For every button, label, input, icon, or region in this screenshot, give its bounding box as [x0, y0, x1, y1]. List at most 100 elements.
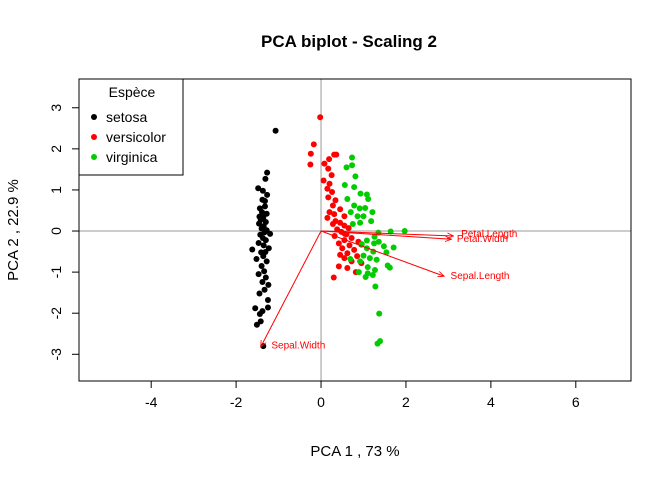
plot-area: Sepal.Length Sepal.Width Petal.LengthPetal…: [48, 78, 632, 410]
data-point-setosa: [259, 209, 266, 216]
data-point-versicolor: [329, 221, 336, 228]
legend: Espèce setosa versicolor virginica: [78, 78, 184, 176]
data-point-versicolor: [341, 213, 348, 220]
loading-label-sepal-width: Sepal.Width: [271, 340, 325, 351]
data-point-virginica: [371, 233, 378, 240]
data-point-versicolor: [345, 225, 352, 232]
y-tick-label: -2: [48, 307, 64, 320]
legend-marker-setosa: [91, 114, 97, 120]
data-point-virginica: [363, 237, 370, 244]
data-point-virginica: [349, 162, 356, 169]
data-point-setosa: [249, 246, 256, 253]
data-point-versicolor: [337, 219, 344, 226]
data-point-virginica: [372, 283, 379, 290]
data-point-versicolor: [337, 206, 344, 213]
data-point-virginica: [390, 244, 397, 251]
y-tick-label: -1: [48, 266, 64, 279]
data-point-versicolor: [335, 240, 342, 247]
data-point-versicolor: [329, 202, 336, 209]
data-point-virginica: [369, 271, 376, 278]
data-point-setosa: [262, 274, 269, 281]
data-point-virginica: [355, 269, 362, 276]
data-point-setosa: [256, 213, 263, 220]
data-point-setosa: [259, 308, 266, 315]
data-point-setosa: [253, 255, 260, 262]
chart-title: PCA biplot - Scaling 2: [261, 32, 437, 51]
data-point-setosa: [261, 286, 268, 293]
loading-label-sepal-length: Sepal.Length: [451, 271, 510, 282]
data-point-setosa: [261, 203, 268, 210]
data-point-versicolor: [321, 160, 328, 167]
data-point-versicolor: [310, 141, 317, 148]
data-point-virginica: [366, 255, 373, 262]
legend-label-virginica: virginica: [106, 149, 158, 165]
data-point-versicolor: [324, 214, 331, 221]
data-point-versicolor: [326, 180, 333, 187]
data-point-versicolor: [330, 274, 337, 281]
data-point-virginica: [375, 238, 382, 245]
data-point-setosa: [263, 258, 270, 265]
y-tick-label: -3: [48, 348, 64, 361]
data-point-setosa: [262, 175, 269, 182]
legend-label-versicolor: versicolor: [106, 129, 166, 145]
data-point-setosa: [259, 278, 266, 285]
data-point-setosa: [264, 169, 271, 176]
data-point-virginica: [387, 228, 394, 235]
data-point-setosa: [256, 290, 263, 297]
data-point-virginica: [356, 205, 363, 212]
data-point-setosa: [260, 242, 267, 249]
y-tick-label: 0: [48, 227, 64, 235]
data-point-virginica: [380, 243, 387, 250]
legend-box: [78, 78, 184, 176]
data-point-virginica: [352, 173, 359, 180]
data-point-versicolor: [344, 250, 351, 257]
data-point-virginica: [360, 252, 367, 259]
data-point-virginica: [373, 256, 380, 263]
data-point-setosa: [261, 198, 268, 205]
loading-label-petal-width: Petal.Width: [457, 234, 508, 245]
data-point-setosa: [261, 268, 268, 275]
loading-arrow-sepal-width: [261, 230, 322, 347]
y-tick-label: 1: [48, 186, 64, 194]
data-point-virginica: [401, 228, 408, 235]
data-point-setosa: [265, 281, 272, 288]
data-point-setosa: [255, 185, 262, 192]
data-point-versicolor: [307, 161, 314, 168]
data-point-virginica: [349, 154, 356, 161]
data-point-setosa: [255, 239, 262, 246]
loading-arrow-sepal-length: [320, 230, 444, 276]
data-point-virginica: [369, 209, 376, 216]
y-tick-label: 3: [48, 104, 64, 112]
data-point-virginica: [341, 182, 348, 189]
data-point-virginica: [374, 340, 381, 347]
data-point-virginica: [343, 164, 350, 171]
data-point-setosa: [256, 220, 263, 227]
data-point-versicolor: [320, 177, 327, 184]
data-point-setosa: [272, 127, 279, 134]
data-point-virginica: [364, 264, 371, 271]
loading-label-petal-length: Petal.Length: [461, 229, 517, 240]
data-point-versicolor: [344, 265, 351, 272]
data-point-setosa: [267, 230, 274, 237]
data-point-versicolor: [354, 253, 361, 260]
y-axis-title: PCA 2 , 22.9 %: [5, 179, 22, 281]
data-point-virginica: [357, 190, 364, 197]
data-point-versicolor: [329, 188, 336, 195]
data-point-versicolor: [339, 245, 346, 252]
x-tick-label: 6: [572, 394, 580, 410]
data-point-virginica: [371, 240, 378, 247]
data-point-versicolor: [333, 151, 340, 158]
x-tick-label: -2: [230, 394, 243, 410]
y-tick-label: 2: [48, 145, 64, 153]
data-point-virginica: [357, 258, 364, 265]
data-point-versicolor: [328, 172, 335, 179]
legend-title: Espèce: [109, 84, 156, 100]
data-point-virginica: [354, 213, 361, 220]
data-point-versicolor: [348, 235, 355, 242]
data-point-versicolor: [326, 209, 333, 216]
data-point-virginica: [349, 221, 356, 228]
data-point-versicolor: [332, 197, 339, 204]
data-point-virginica: [344, 195, 351, 202]
data-point-setosa: [264, 297, 271, 304]
data-point-setosa: [262, 248, 269, 255]
